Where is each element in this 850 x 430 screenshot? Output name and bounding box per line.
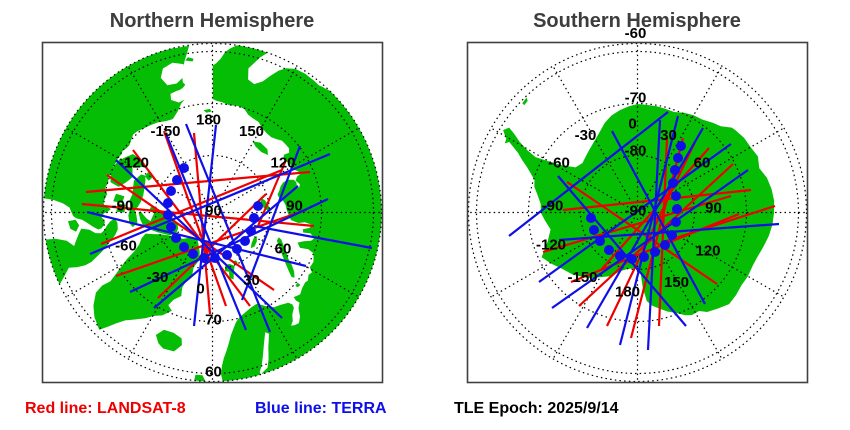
svg-text:-90: -90 (625, 203, 647, 220)
svg-text:Blue line: TERRA: Blue line: TERRA (255, 400, 387, 417)
svg-text:-30: -30 (147, 269, 169, 286)
svg-text:-70: -70 (625, 90, 647, 107)
svg-text:Red line: LANDSAT-8: Red line: LANDSAT-8 (25, 400, 186, 417)
svg-text:-90: -90 (542, 198, 564, 215)
svg-text:-120: -120 (536, 237, 566, 254)
svg-text:-150: -150 (567, 269, 597, 286)
svg-text:180: 180 (196, 112, 221, 129)
svg-text:-80: -80 (625, 143, 647, 160)
svg-text:Northern Hemisphere: Northern Hemisphere (110, 10, 315, 32)
svg-text:-60: -60 (625, 25, 647, 42)
svg-text:90: 90 (205, 203, 222, 220)
svg-text:0: 0 (196, 281, 204, 298)
svg-text:90: 90 (705, 200, 722, 217)
svg-text:70: 70 (205, 312, 222, 329)
svg-text:-30: -30 (575, 127, 597, 144)
svg-text:-90: -90 (112, 198, 134, 215)
svg-text:-60: -60 (548, 155, 570, 172)
svg-text:180: 180 (615, 284, 640, 301)
svg-text:120: 120 (695, 243, 720, 260)
svg-text:30: 30 (243, 272, 260, 289)
svg-text:120: 120 (270, 155, 295, 172)
svg-text:30: 30 (660, 127, 677, 144)
svg-text:TLE Epoch: 2025/9/14: TLE Epoch: 2025/9/14 (454, 400, 619, 417)
svg-text:Southern Hemisphere: Southern Hemisphere (533, 10, 741, 32)
svg-text:90: 90 (286, 198, 303, 215)
svg-text:0: 0 (628, 116, 636, 133)
svg-text:60: 60 (694, 155, 711, 172)
svg-text:-60: -60 (115, 238, 137, 255)
svg-text:60: 60 (275, 241, 292, 258)
svg-text:150: 150 (664, 274, 689, 291)
svg-text:-120: -120 (119, 155, 149, 172)
svg-text:60: 60 (205, 364, 222, 381)
svg-text:-150: -150 (150, 123, 180, 140)
svg-text:150: 150 (239, 123, 264, 140)
